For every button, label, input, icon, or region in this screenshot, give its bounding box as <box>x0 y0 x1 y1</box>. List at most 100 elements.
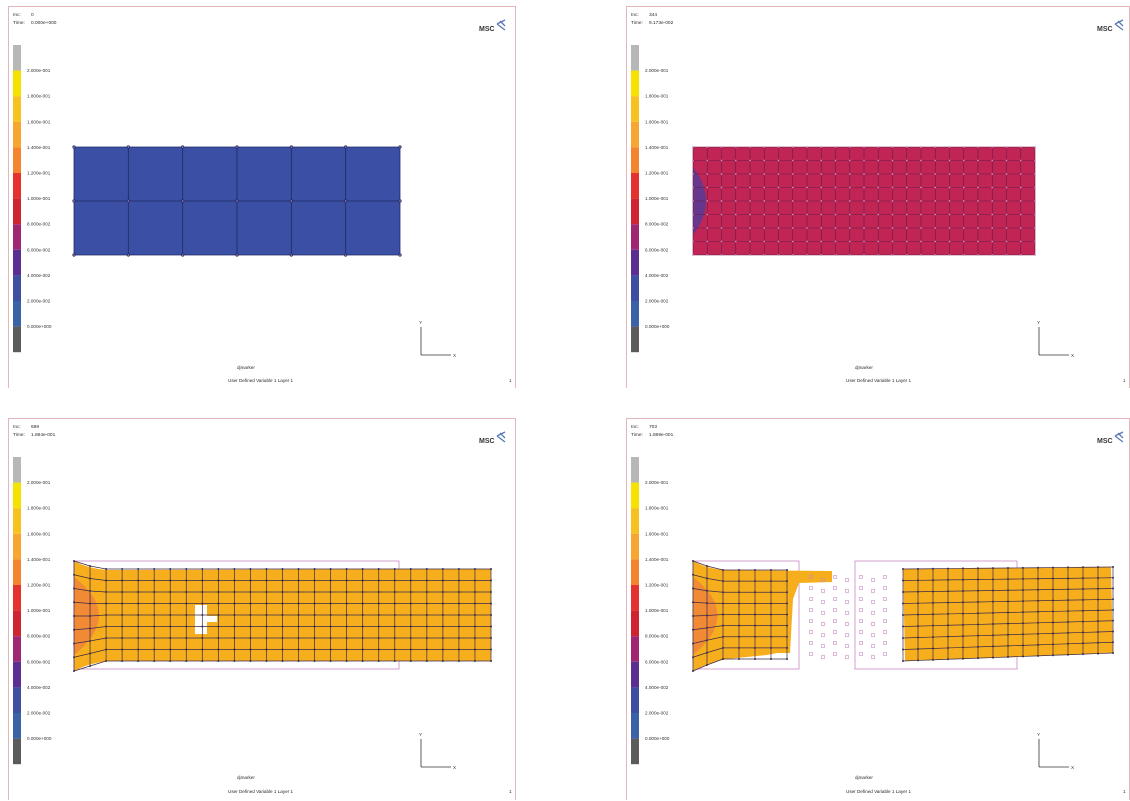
legend-value: 2.000e-001 <box>27 480 51 485</box>
result-panel-3: Inc: 689 Time: 1.864e-001 MSC 2.000e-001… <box>8 418 516 800</box>
legend-value: 1.800e-001 <box>645 506 669 511</box>
legend-swatch <box>13 713 21 739</box>
legend-swatch <box>631 45 639 71</box>
legend-value: 1.600e-001 <box>645 119 669 124</box>
legend-value: 6.000e-002 <box>645 659 669 664</box>
time-value: 0.000e+000 <box>31 20 57 26</box>
legend-value: 1.400e-001 <box>27 557 51 562</box>
msc-logo: MSC <box>479 431 506 445</box>
legend-value: 2.000e-002 <box>645 299 669 304</box>
panel-3-canvas: Inc: 689 Time: 1.864e-001 MSC 2.000e-001… <box>13 424 512 794</box>
legend-value: 1.800e-001 <box>27 506 51 511</box>
legend-value: 2.000e-001 <box>645 68 669 73</box>
legend-value: 8.000e-002 <box>27 222 51 227</box>
legend-value: 1.000e-001 <box>645 608 669 613</box>
job-name: djmarker <box>855 365 873 370</box>
legend-value: 1.200e-001 <box>27 583 51 588</box>
legend-swatch <box>13 636 21 662</box>
legend-value: 1.400e-001 <box>645 145 669 150</box>
legend-value: 2.000e-001 <box>27 68 51 73</box>
legend-swatch <box>631 559 639 585</box>
legend-swatch <box>13 121 21 148</box>
mesh-plot <box>692 146 1036 256</box>
result-panel-2: Inc: 344 Time: 9.173e-002 MSC 2.000e-001… <box>626 6 1130 388</box>
legend-swatch <box>13 301 21 327</box>
legend-value: 6.000e-002 <box>645 247 669 252</box>
legend-swatch <box>631 713 639 739</box>
svg-text:Y: Y <box>1037 732 1040 737</box>
legend-value: 1.200e-001 <box>645 171 669 176</box>
time-label: Time: <box>13 20 25 26</box>
corner-mark: 1 <box>1123 789 1126 794</box>
legend-value: 0.000e+000 <box>27 324 52 329</box>
legend-swatch <box>13 45 21 71</box>
legend-swatch <box>631 482 639 509</box>
inc-label: Inc: <box>631 424 639 430</box>
svg-text:Y: Y <box>419 732 422 737</box>
legend-swatch <box>631 636 639 662</box>
legend-swatch <box>13 661 21 688</box>
legend-swatch <box>631 173 639 199</box>
legend-value: 8.000e-002 <box>645 634 669 639</box>
time-label: Time: <box>631 20 643 26</box>
msc-logo: MSC <box>1097 19 1124 33</box>
legend-swatch <box>13 533 21 560</box>
legend-value: 0.000e+000 <box>645 324 670 329</box>
corner-mark: 1 <box>509 789 512 794</box>
legend-swatch <box>631 198 639 225</box>
color-legend: 2.000e-001 1.800e-001 1.600e-001 1.400e-001… <box>13 45 52 353</box>
legend-value: 8.000e-002 <box>27 634 51 639</box>
svg-text:MSC: MSC <box>1097 438 1113 445</box>
legend-swatch <box>13 610 21 637</box>
svg-text:X: X <box>1071 353 1074 358</box>
legend-value: 1.400e-001 <box>27 145 51 150</box>
legend-swatch <box>631 249 639 276</box>
legend-swatch <box>631 585 639 611</box>
axis-triad-icon: YX <box>1037 732 1074 770</box>
svg-text:MSC: MSC <box>479 26 495 33</box>
legend-swatch <box>13 70 21 97</box>
time-label: Time: <box>13 432 25 438</box>
legend-value: 6.000e-002 <box>27 247 51 252</box>
legend-value: 8.000e-002 <box>645 222 669 227</box>
legend-swatch <box>631 275 639 301</box>
legend-value: 4.000e-002 <box>27 685 51 690</box>
inc-label: Inc: <box>13 12 21 18</box>
legend-swatch <box>13 508 21 534</box>
job-name: djmarker <box>855 775 873 780</box>
result-panel-4: Inc: 703 Time: 1.869e-001 MSC 2.000e-001… <box>626 418 1130 800</box>
mesh-plot <box>73 560 492 672</box>
svg-text:MSC: MSC <box>479 438 495 445</box>
corner-mark: 1 <box>1123 378 1126 383</box>
legend-value: 4.000e-002 <box>645 273 669 278</box>
time-value: 1.869e-001 <box>649 432 674 438</box>
inc-value: 0 <box>31 12 34 18</box>
legend-swatch <box>631 457 639 483</box>
inc-value: 344 <box>649 12 657 18</box>
mesh-plot <box>72 145 402 257</box>
legend-value: 4.000e-002 <box>27 273 51 278</box>
legend-swatch <box>631 661 639 688</box>
axis-triad-icon: YX <box>419 320 456 358</box>
legend-value: 1.000e-001 <box>27 608 51 613</box>
mesh-plot <box>692 560 1114 672</box>
legend-value: 6.000e-002 <box>27 659 51 664</box>
inc-value: 703 <box>649 424 657 430</box>
legend-value: 1.800e-001 <box>645 94 669 99</box>
variable-label: User Defined Variable 1 Layer 1 <box>846 378 911 383</box>
legend-swatch <box>631 687 639 713</box>
svg-text:MSC: MSC <box>1097 26 1113 33</box>
legend-swatch <box>13 687 21 713</box>
msc-logo: MSC <box>479 19 506 33</box>
axis-triad-icon: YX <box>1037 320 1074 358</box>
svg-text:Y: Y <box>1037 320 1040 325</box>
legend-swatch <box>631 326 639 353</box>
color-legend: 2.000e-001 1.800e-001 1.600e-001 1.400e-001… <box>13 457 52 765</box>
legend-swatch <box>13 738 21 765</box>
panel-2-canvas: Inc: 344 Time: 9.173e-002 MSC 2.000e-001… <box>631 12 1126 383</box>
legend-swatch <box>13 482 21 509</box>
axis-triad-icon: YX <box>419 732 456 770</box>
svg-text:Y: Y <box>419 320 422 325</box>
legend-value: 1.200e-001 <box>645 583 669 588</box>
legend-swatch <box>13 559 21 585</box>
